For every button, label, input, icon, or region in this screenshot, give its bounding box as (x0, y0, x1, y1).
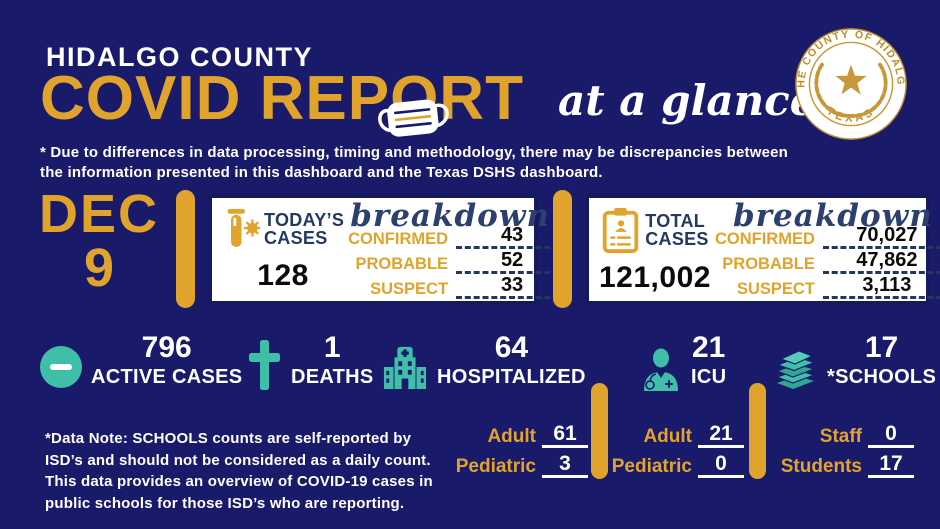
total-cases-card: TOTAL CASES 121,002 breakdown CONFIRMED … (585, 194, 940, 305)
todays-cases-card: TODAY’S CASES 128 breakdown CONFIRMED 43… (208, 194, 569, 305)
data-note: *Data Note: SCHOOLS counts are self-repo… (45, 428, 433, 514)
breakdown-row-suspect: SUSPECT 33 (370, 275, 569, 299)
county-title: HIDALGO COUNTY (46, 42, 313, 72)
icu-pediatric-value: 0 (698, 453, 744, 478)
todays-cases-value: 128 (257, 259, 309, 292)
suspect-value: 3,113 (822, 275, 940, 299)
county-seal: THE COUNTY OF HIDALGO TEXAS (793, 26, 907, 140)
report-date: DEC 9 (28, 184, 170, 298)
schools-staff-value: 0 (868, 423, 914, 448)
schools-students-value: 17 (868, 453, 914, 478)
total-cases-summary: TOTAL CASES 121,002 (599, 203, 711, 296)
divider-bar (176, 190, 195, 308)
hospitalized-pediatric-value: 3 (542, 453, 588, 478)
breakdown-title: breakdown (350, 198, 551, 234)
confirmed-value: 70,027 (822, 225, 940, 249)
seal-wreath-right (849, 62, 888, 118)
breakdown-row-confirmed: CONFIRMED 70,027 (715, 225, 940, 249)
icu-substats: Adult 21 Pediatric 0 (610, 423, 744, 483)
seal-star-icon (835, 64, 867, 95)
stat-hospitalized: 64 HOSPITALIZED (382, 332, 586, 390)
note-line3: This data provides an overview of COVID-… (45, 473, 433, 490)
total-breakdown: breakdown CONFIRMED 70,027 PROBABLE 47,8… (715, 198, 940, 299)
hospitalized-label: HOSPITALIZED (437, 366, 586, 388)
schools-substats: Staff 0 Students 17 (770, 423, 914, 483)
books-stack-icon (775, 350, 816, 389)
note-line4: public schools for those ISD’s who are r… (45, 494, 405, 512)
total-cases-value: 121,002 (599, 261, 711, 294)
divider-bar (553, 190, 572, 308)
total-cases-label-line1: TOTAL (645, 211, 706, 231)
divider-bar (749, 383, 766, 479)
date-day: 9 (83, 238, 115, 298)
breakdown-title: breakdown (733, 198, 933, 234)
breakdown-row-probable: PROBABLE 52 (355, 250, 569, 274)
todays-cases-label-line2: CASES (264, 228, 328, 248)
suspect-value: 33 (456, 275, 569, 299)
confirmed-value: 43 (456, 225, 569, 249)
schools-value: 17 (864, 331, 899, 364)
todays-cases-label-line1: TODAY’S (264, 210, 345, 230)
icu-adult-value: 21 (698, 423, 744, 448)
hospitalized-adult-value: 61 (542, 423, 588, 448)
active-cases-value: 796 (141, 331, 192, 364)
cross-icon (249, 340, 280, 390)
seal-wreath-left (814, 62, 853, 118)
probable-value: 52 (456, 250, 569, 274)
breakdown-row-probable: PROBABLE 47,862 (722, 250, 940, 274)
page-title: COVID REPO RT (40, 64, 524, 137)
todays-breakdown: breakdown CONFIRMED 43 PROBABLE 52 SUSPE… (348, 198, 569, 299)
face-mask-icon (378, 99, 449, 137)
schools-staff-row: Staff 0 (770, 423, 914, 448)
probable-value: 47,862 (822, 250, 940, 274)
disclaimer: * Due to differences in data processing,… (40, 143, 788, 183)
stat-icu: 21 ICU (640, 331, 727, 391)
hospital-icon (383, 346, 427, 389)
deaths-value: 1 (323, 331, 341, 364)
stat-active-cases: 796 ACTIVE CASES (40, 332, 242, 390)
todays-cases-summary: TODAY’S CASES 128 (222, 203, 344, 296)
icu-adult-row: Adult 21 (610, 423, 744, 448)
disclaimer-line2: the information presented in this dashbo… (40, 164, 603, 181)
hospitalized-substats: Adult 61 Pediatric 3 (448, 423, 588, 483)
clipboard-icon (603, 207, 639, 253)
icu-label: ICU (691, 366, 727, 388)
schools-label: *SCHOOLS (827, 366, 937, 388)
date-month: DEC (38, 184, 159, 244)
icu-pediatric-row: Pediatric 0 (610, 453, 744, 478)
title-part2: RT (439, 64, 524, 133)
test-tube-virus-icon (227, 209, 260, 248)
stat-schools: 17 *SCHOOLS (772, 332, 936, 390)
hospitalized-adult-row: Adult 61 (448, 423, 588, 448)
breakdown-row-confirmed: CONFIRMED 43 (348, 225, 569, 249)
breakdown-row-suspect: SUSPECT 3,113 (737, 275, 940, 299)
doctor-icon (644, 348, 678, 391)
minus-circle-icon (40, 346, 82, 388)
note-line2: ISD’s and should not be considered as a … (45, 451, 431, 469)
hospitalized-pediatric-row: Pediatric 3 (448, 453, 588, 478)
icu-value: 21 (691, 331, 726, 364)
divider-bar (591, 383, 608, 479)
total-cases-label-line2: CASES (645, 229, 709, 249)
active-cases-label: ACTIVE CASES (91, 366, 243, 388)
note-line1: *Data Note: SCHOOLS counts are self-repo… (45, 430, 412, 447)
schools-students-row: Students 17 (770, 453, 914, 478)
title-part1: COVID REP (40, 64, 391, 133)
hospitalized-value: 64 (494, 331, 529, 364)
disclaimer-line1: * Due to differences in data processing,… (40, 144, 789, 161)
stat-deaths: 1 DEATHS (246, 332, 374, 390)
deaths-label: DEATHS (291, 366, 374, 388)
title-letter-o: O (378, 64, 449, 137)
